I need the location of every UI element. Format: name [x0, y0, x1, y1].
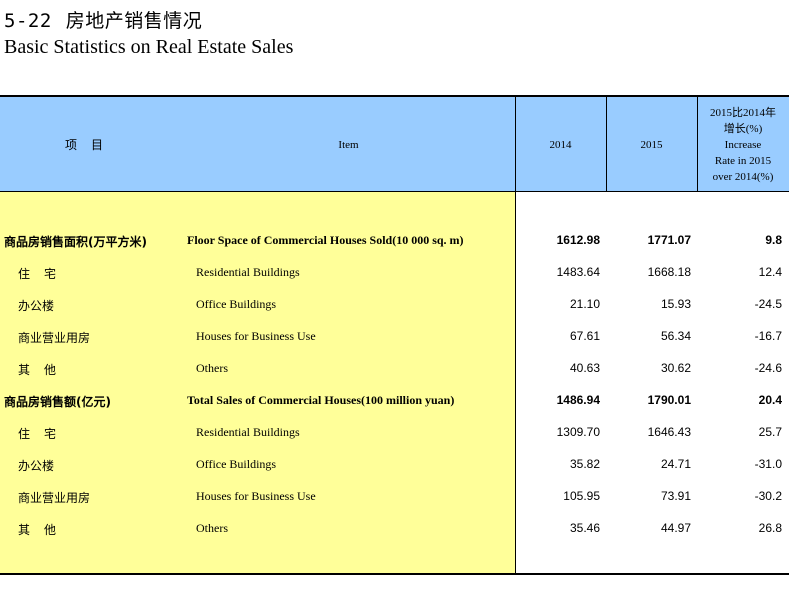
table-row: 商业营业用房 Houses for Business Use 105.95 73… — [18, 489, 782, 505]
table-title-en: Basic Statistics on Real Estate Sales — [4, 36, 294, 58]
header-item-en: Item — [338, 138, 359, 151]
table-row: 商品房销售面积(万平方米) Floor Space of Commercial … — [4, 233, 782, 249]
table-title-cn: 5-22 房地产销售情况 — [4, 6, 202, 33]
table-row: 其他 Others 35.46 44.97 26.8 — [18, 521, 782, 537]
table-title-cn-text: 房地产销售情况 — [65, 10, 203, 32]
column-divider — [515, 97, 516, 573]
header-2015: 2015 — [640, 138, 663, 151]
column-divider — [697, 97, 698, 192]
header-2014: 2014 — [549, 138, 572, 151]
table-row: 住宅 Residential Buildings 1483.64 1668.18… — [18, 265, 782, 281]
table-row: 其他 Others 40.63 30.62 -24.6 — [18, 361, 782, 377]
column-divider — [606, 97, 607, 192]
table-header — [0, 97, 789, 192]
statistics-table: 项目 Item 2014 2015 2015比2014年 增长(%) Incre… — [0, 95, 789, 575]
table-row: 办公楼 Office Buildings 21.10 15.93 -24.5 — [18, 297, 782, 313]
table-row: 商业营业用房 Houses for Business Use 67.61 56.… — [18, 329, 782, 345]
table-row: 办公楼 Office Buildings 35.82 24.71 -31.0 — [18, 457, 782, 473]
header-growth: 2015比2014年 增长(%) Increase Rate in 2015 o… — [710, 106, 776, 183]
table-row: 住宅 Residential Buildings 1309.70 1646.43… — [18, 425, 782, 441]
table-number: 5-22 — [4, 10, 52, 32]
header-item-cn: 项目 — [64, 138, 117, 152]
table-row: 商品房销售额(亿元) Total Sales of Commercial Hou… — [4, 393, 782, 409]
